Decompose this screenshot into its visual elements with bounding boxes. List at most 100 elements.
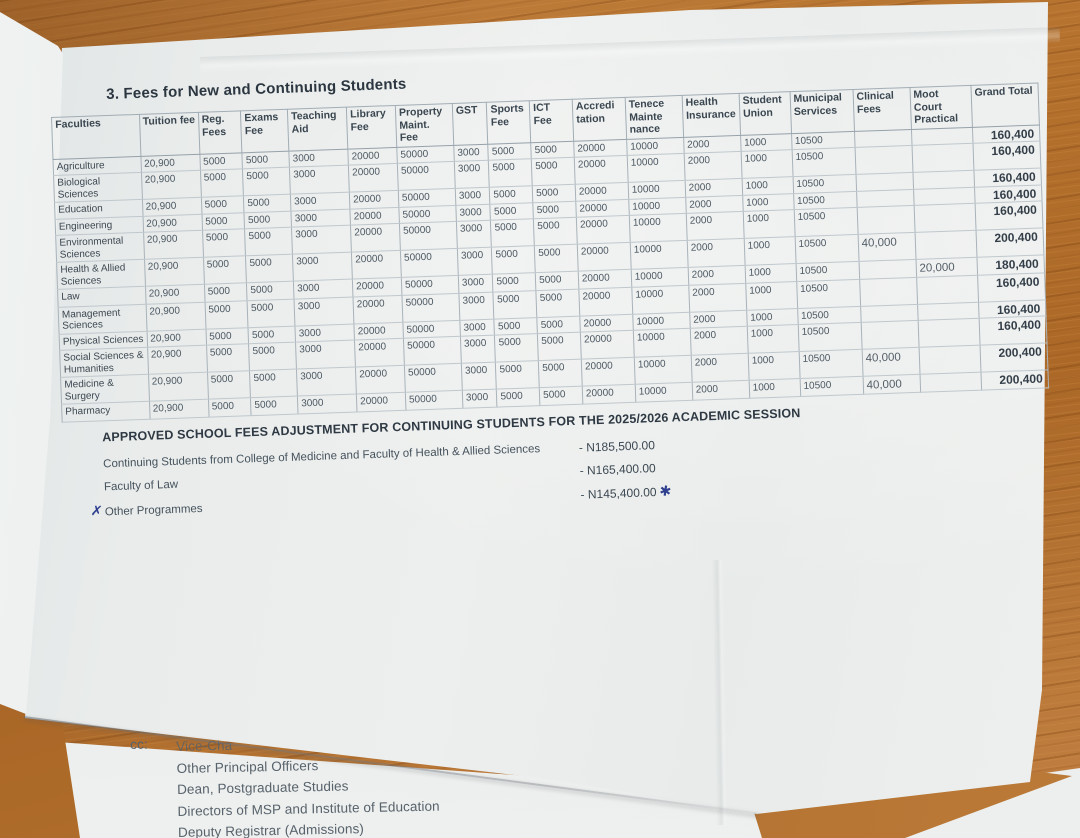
fee-cell: 2000 <box>686 211 744 241</box>
fee-cell: 3000 <box>462 389 498 408</box>
column-header: ICT Fee <box>529 99 574 143</box>
fee-cell: 3000 <box>294 296 354 326</box>
handwritten-x-mark: ✗ <box>90 501 104 519</box>
column-header: Faculties <box>51 114 141 159</box>
faculty-cell: Biological Sciences <box>53 172 142 203</box>
fee-cell: 3000 <box>291 225 352 255</box>
fee-cell: 20000 <box>578 269 632 289</box>
fee-cell: 20000 <box>574 155 628 185</box>
fee-cell: 2000 <box>690 326 748 356</box>
fee-cell: 5000 <box>207 397 252 417</box>
fee-cell: 10000 <box>633 328 692 358</box>
fee-cell: 50000 <box>400 248 459 278</box>
faculty-cell: Pharmacy <box>61 401 150 422</box>
fee-cell: 3000 <box>458 291 495 320</box>
fee-cell: 20000 <box>355 365 406 394</box>
adjustment-item-amount: - N165,400.00 <box>579 460 656 478</box>
fee-cell: 3000 <box>460 335 496 364</box>
column-header: Clinical Fees <box>852 87 912 131</box>
fee-cell: 20,900 <box>143 230 204 260</box>
fee-cell <box>855 172 914 191</box>
fee-cell: 10500 <box>795 261 860 282</box>
fee-cell: 20000 <box>349 190 399 209</box>
fee-cell: 1000 <box>747 324 799 354</box>
fee-cell: 50000 <box>401 275 459 295</box>
fee-cell: 10500 <box>797 322 862 352</box>
fee-cell: 20,900 <box>146 328 207 348</box>
fee-cell: 3000 <box>288 148 349 168</box>
fee-cell: 20000 <box>582 384 636 404</box>
fee-cell: 5000 <box>245 254 294 283</box>
fee-cell: 3000 <box>297 393 358 414</box>
fee-cell: 50000 <box>405 390 463 410</box>
fee-cell: 5000 <box>539 386 583 406</box>
fee-cell: 20,900 <box>145 301 206 331</box>
fee-cell: 5000 <box>537 332 582 361</box>
fee-cell: 3000 <box>292 252 353 282</box>
fee-cell: 10000 <box>634 355 692 385</box>
fee-cell: 5000 <box>248 342 297 371</box>
fee-cell: 50000 <box>402 319 461 339</box>
fee-cell: 10500 <box>798 349 863 379</box>
fee-cell: 10500 <box>799 376 864 397</box>
fee-cell: 1000 <box>746 308 798 327</box>
fee-cell: 5000 <box>530 140 575 159</box>
fee-cell: 5000 <box>201 212 245 231</box>
fee-cell: 40,000 <box>861 347 920 377</box>
fee-cell: 3000 <box>455 187 491 205</box>
fee-cell: 10000 <box>630 240 688 270</box>
fee-cell: 20,000 <box>915 257 978 277</box>
fee-cell: 20000 <box>575 198 630 218</box>
grand-total-cell: 200,400 <box>980 369 1049 390</box>
fee-cell <box>914 230 977 260</box>
fee-cell <box>854 145 913 175</box>
column-header: Student Union <box>738 91 792 135</box>
column-header: Exams Fee <box>240 109 289 153</box>
fee-cell: 20,900 <box>141 170 201 200</box>
fee-cell: 5000 <box>536 288 580 318</box>
fee-cell: 3000 <box>290 192 350 211</box>
grand-total-cell: 200,400 <box>975 227 1044 258</box>
fees-table: Faculties Tuition fee Reg. Fees Exams Fee Te… <box>51 83 1049 423</box>
fee-cell: 5000 <box>250 396 299 416</box>
fee-cell: 5000 <box>203 255 247 285</box>
faculty-cell: Environmental Sciences <box>55 232 145 263</box>
fee-cell: 10000 <box>627 180 686 199</box>
grand-total-cell: 160,400 <box>974 200 1043 231</box>
fee-cell: 1000 <box>747 351 800 381</box>
fee-cell <box>854 128 912 148</box>
fee-cell: 10500 <box>794 234 859 264</box>
handwritten-star-mark: ✱ <box>658 481 673 500</box>
fee-cell <box>916 274 979 304</box>
fee-cell: 5000 <box>494 317 538 336</box>
column-header: Municipal Services <box>789 89 855 134</box>
fee-cell: 5000 <box>534 244 579 273</box>
fee-cell: 10000 <box>631 284 690 314</box>
fee-cell: 2000 <box>683 151 742 181</box>
fee-cell: 1000 <box>742 209 795 239</box>
fee-cell: 5000 <box>206 343 250 373</box>
fee-cell: 5000 <box>242 150 290 169</box>
column-header: Reg. Fees <box>197 110 243 154</box>
fee-cell <box>919 372 982 392</box>
fee-cell: 5000 <box>246 281 295 301</box>
fee-cell: 20,900 <box>147 345 208 375</box>
fee-cell: 20,900 <box>148 372 208 402</box>
fee-cell: 5000 <box>533 217 578 246</box>
fee-cell: 10000 <box>632 311 691 331</box>
fee-cell <box>911 143 974 173</box>
fee-cell: 3000 <box>294 323 355 343</box>
fee-cell: 50000 <box>404 363 463 393</box>
fee-cell: 5000 <box>205 327 249 346</box>
fee-cell: 3000 <box>461 362 497 391</box>
fee-cell: 2000 <box>689 309 748 329</box>
fee-cell: 1000 <box>742 193 794 212</box>
column-header: Property Maint. Fee <box>395 103 454 147</box>
fee-cell: 20,900 <box>148 399 209 419</box>
fee-cell: 20,900 <box>140 153 200 173</box>
fee-cell: 5000 <box>492 272 537 292</box>
fee-cell: 20000 <box>347 146 398 166</box>
grand-total-cell: 200,400 <box>979 342 1048 373</box>
fee-cell: 5000 <box>491 245 536 275</box>
